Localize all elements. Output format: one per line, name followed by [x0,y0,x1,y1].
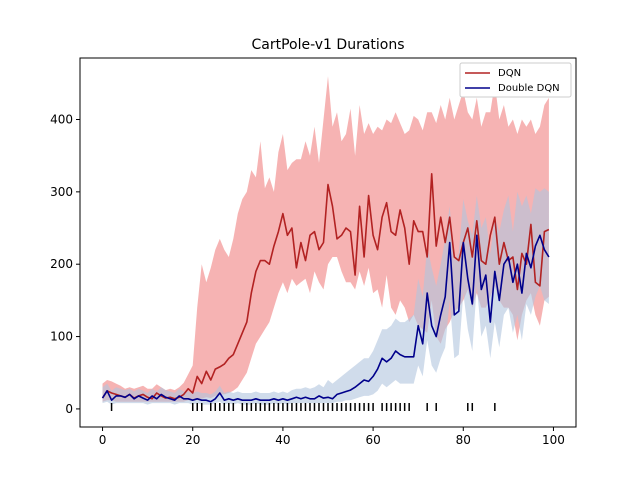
x-tick-label: 0 [99,433,107,447]
x-tick-label: 40 [275,433,290,447]
y-tick-label: 0 [65,402,73,416]
series-lines [101,173,550,403]
x-tick-label: 20 [185,433,200,447]
y-tick-label: 400 [50,113,73,127]
x-tick-label: 60 [365,433,380,447]
confidence-bands [102,76,549,405]
y-tick-label: 200 [50,257,73,271]
y-axis: 0 100 200 300 400 [50,113,80,416]
y-tick-label: 300 [50,185,73,199]
y-tick-label: 100 [50,330,73,344]
legend: DQN Double DQN [459,62,572,98]
chart-title: CartPole-v1 Durations [251,37,404,53]
x-tick-label: 100 [542,433,565,447]
plot-frame [79,57,577,428]
series-line-double-dqn [101,234,550,403]
legend-label-double-dqn: Double DQN [498,83,560,94]
x-axis: 0 20 40 60 80 100 [99,427,565,447]
band-double-dqn [102,188,549,405]
legend-label-dqn: DQN [498,68,521,79]
x-tick-label: 80 [456,433,471,447]
rug-marks [110,403,496,411]
